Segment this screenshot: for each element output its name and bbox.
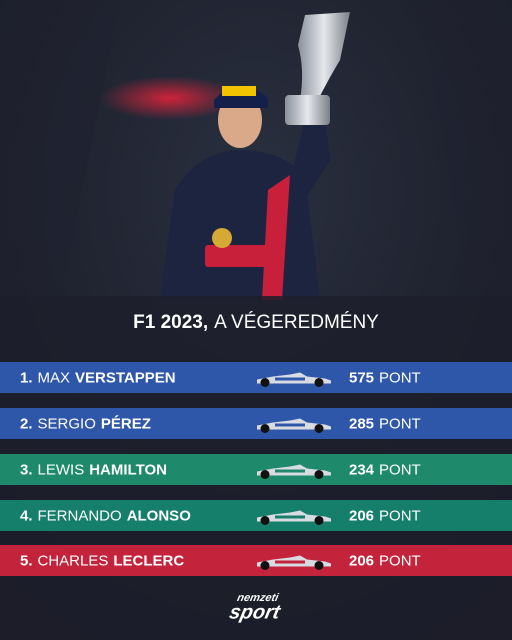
car-icon <box>257 510 331 525</box>
row-background <box>0 408 512 439</box>
photo <box>0 0 512 300</box>
first-name: SERGIO <box>38 415 96 432</box>
wheel <box>314 378 324 387</box>
logo-bottom: sport <box>227 601 283 623</box>
wheel <box>314 561 324 570</box>
last-name: ALONSO <box>127 507 192 524</box>
wheel <box>314 516 324 525</box>
car-stripe <box>275 469 305 473</box>
wheel <box>260 470 270 479</box>
car-stripe <box>275 515 305 519</box>
points-unit: PONT <box>379 369 421 386</box>
driver-name: 5. CHARLES LECLERC <box>20 552 184 569</box>
rank: 3. <box>20 461 33 478</box>
standing-row: 2. SERGIO PÉREZ 285 PONT <box>0 408 512 439</box>
driver-name: 1. MAX VERSTAPPEN <box>20 369 176 386</box>
logo-top: nemzeti <box>236 592 280 604</box>
points: 575 PONT <box>349 369 421 386</box>
points-unit: PONT <box>379 461 421 478</box>
points: 206 PONT <box>349 507 421 524</box>
standings: 1. MAX VERSTAPPEN 575 PONT 2. SERGIO PÉREZ 285 PO… <box>0 362 512 576</box>
car-icon <box>257 555 331 570</box>
points: 234 PONT <box>349 461 421 478</box>
points: 285 PONT <box>349 415 421 432</box>
row-background <box>0 454 512 485</box>
rank: 1. <box>20 369 33 386</box>
points-value: 206 <box>349 507 374 524</box>
driver-name: 4. FERNANDO ALONSO <box>20 507 191 524</box>
first-name: LEWIS <box>38 461 85 478</box>
car-icon <box>257 464 331 479</box>
points-value: 575 <box>349 369 374 386</box>
points-value: 234 <box>349 461 375 478</box>
car-stripe <box>275 560 305 564</box>
last-name: PÉREZ <box>101 415 151 432</box>
first-name: FERNANDO <box>38 507 122 524</box>
rank: 2. <box>20 415 33 432</box>
car-icon <box>257 372 331 387</box>
first-name: CHARLES <box>38 552 109 569</box>
logo: nemzeti sport <box>227 592 283 623</box>
standing-row: 5. CHARLES LECLERC 206 PONT <box>0 545 512 576</box>
points-value: 285 <box>349 415 374 432</box>
points-value: 206 <box>349 552 374 569</box>
title-bold: F1 2023, <box>133 312 208 333</box>
points: 206 PONT <box>349 552 421 569</box>
points-unit: PONT <box>379 552 421 569</box>
wheel <box>314 424 324 433</box>
last-name: LECLERC <box>113 552 184 569</box>
wheel <box>260 424 270 433</box>
row-background <box>0 545 512 576</box>
title-rest: A VÉGEREDMÉNY <box>214 312 379 333</box>
last-name: HAMILTON <box>89 461 167 478</box>
wheel <box>314 470 324 479</box>
standing-row: 4. FERNANDO ALONSO 206 PONT <box>0 500 512 531</box>
title: F1 2023, A VÉGEREDMÉNY <box>133 312 379 333</box>
rank: 4. <box>20 507 33 524</box>
car-stripe <box>275 377 305 381</box>
row-background <box>0 362 512 393</box>
row-background <box>0 500 512 531</box>
first-name: MAX <box>38 369 71 386</box>
driver-name: 3. LEWIS HAMILTON <box>20 461 167 478</box>
wheel <box>260 378 270 387</box>
wheel <box>260 561 270 570</box>
car-icon <box>257 418 331 433</box>
standing-row: 1. MAX VERSTAPPEN 575 PONT <box>0 362 512 393</box>
rank: 5. <box>20 552 33 569</box>
wheel <box>260 516 270 525</box>
last-name: VERSTAPPEN <box>75 369 176 386</box>
standing-row: 3. LEWIS HAMILTON 234 PONT <box>0 454 512 485</box>
driver-name: 2. SERGIO PÉREZ <box>20 415 151 432</box>
points-unit: PONT <box>379 507 421 524</box>
car-stripe <box>275 423 305 427</box>
points-unit: PONT <box>379 415 421 432</box>
